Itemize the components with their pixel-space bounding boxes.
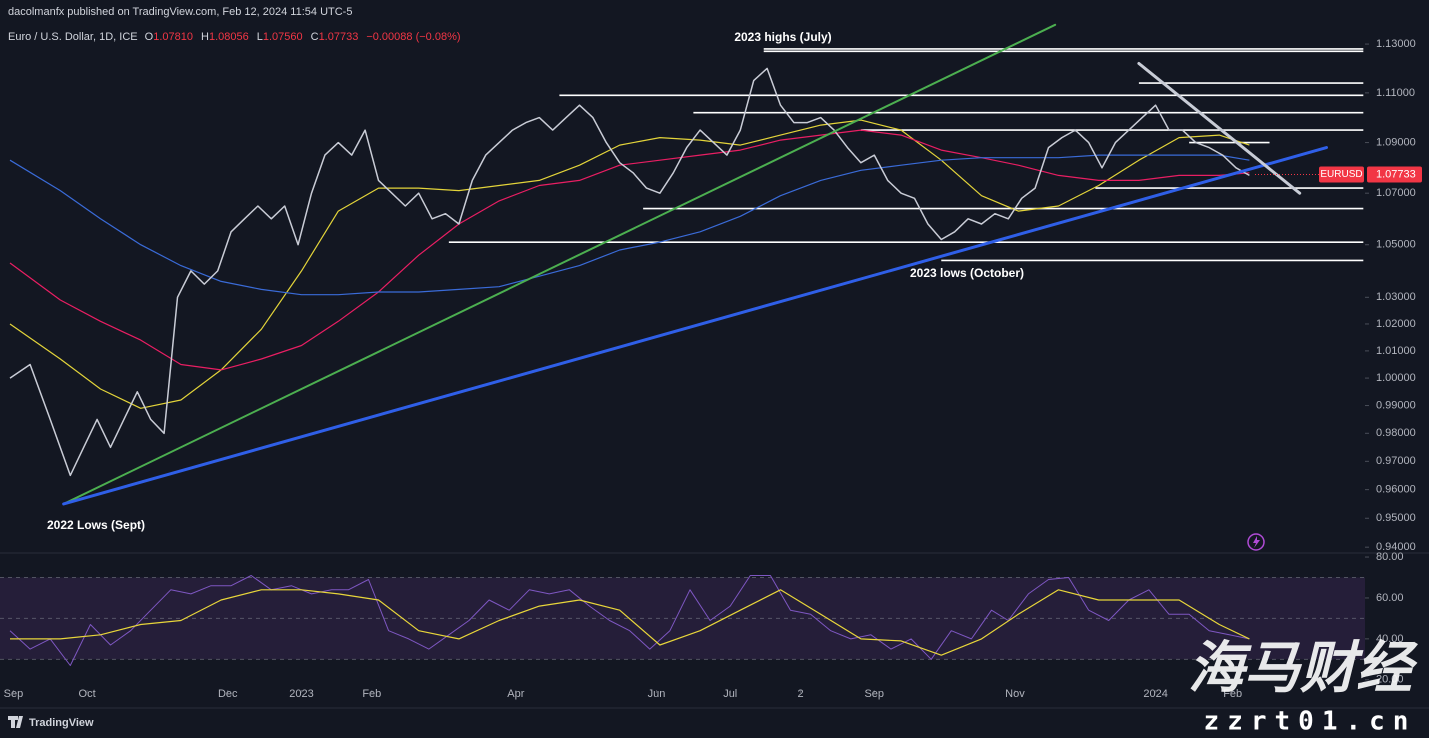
y-tick-label: 1.01000	[1376, 345, 1416, 357]
plot-layer: 1.13000 1.11000 1.09000 1.07000 1.05000 1.030…	[0, 23, 1422, 700]
y-tick-label: 1.00000	[1376, 372, 1416, 384]
symbol: Euro / U.S. Dollar, 1D, ICE	[8, 31, 138, 43]
x-tick-label: 2	[798, 688, 804, 700]
ohlc-key: O	[144, 31, 154, 43]
series-line	[9, 575, 1250, 666]
series-line	[10, 589, 1250, 656]
x-tick-label: 2024	[1143, 688, 1167, 700]
x-tick-label: Jun	[648, 688, 666, 700]
y-tick-label: 0.98000	[1376, 427, 1416, 439]
y-tick-label: 0.96000	[1376, 484, 1416, 496]
x-tick-label: Feb	[1223, 688, 1242, 700]
x-tick-label: Dec	[218, 688, 238, 700]
publisher: dacolmanfx published on TradingView.com,…	[8, 6, 353, 18]
icon-ring[interactable]	[1247, 533, 1265, 551]
x-tick-label: Oct	[79, 688, 96, 700]
ohlc-item: L1.07560	[257, 31, 307, 43]
change: −0.00088 (−0.08%)	[366, 31, 461, 43]
x-tick-label: Jul	[723, 688, 737, 700]
x-tick-label: Sep	[4, 688, 24, 700]
watermark-url: zzrt01.cn	[1204, 707, 1417, 737]
icon-bolt[interactable]	[1253, 536, 1260, 548]
y-tick-label: 1.13000	[1376, 38, 1416, 50]
x-tick-label: 2023	[289, 688, 313, 700]
y-tick-label: 1.03000	[1376, 291, 1416, 303]
price-tag-name-box	[1319, 166, 1364, 183]
y-tick-label: 1.07000	[1376, 187, 1416, 199]
ohlc-item: O1.07810	[145, 31, 197, 43]
series-line	[9, 67, 1250, 477]
ohlc-value: 1.07810	[153, 31, 193, 43]
x-tick-label: Feb	[362, 688, 381, 700]
ohlc-key: C	[310, 31, 319, 43]
y-tick-label: 0.99000	[1376, 399, 1416, 411]
symbol-line: Euro / U.S. Dollar, 1D, ICE O1.07810 H1.0…	[8, 31, 465, 43]
watermark-title: 海马财经	[1188, 636, 1418, 699]
ohlc-value: 1.08056	[208, 31, 249, 43]
ohlc-item: H1.08056	[201, 31, 253, 43]
rsi-tick-label: 20.00	[1376, 674, 1404, 686]
y-tick-label: 1.09000	[1376, 136, 1416, 148]
y-tick-label: 1.05000	[1376, 239, 1416, 251]
ohlc-key: L	[256, 31, 263, 43]
y-tick-label: 1.02000	[1376, 318, 1416, 330]
annotation: 2023 lows (October)	[910, 266, 1024, 280]
x-tick-label: Nov	[1005, 688, 1025, 700]
logo-mark[interactable]	[8, 716, 23, 728]
ohlc-value: 1.07733	[318, 31, 359, 43]
footer-logo[interactable]: TradingView	[8, 716, 94, 729]
y-tick-label: 1.11000	[1376, 87, 1415, 99]
series-line	[9, 119, 1250, 409]
trendline	[62, 146, 1328, 506]
rsi-tick-label: 60.00	[1376, 592, 1404, 604]
price-tag-box	[1367, 166, 1422, 183]
annotation: 2022 Lows (Sept)	[47, 518, 145, 532]
series-line	[9, 154, 1250, 296]
y-tick-label: 0.94000	[1376, 541, 1416, 553]
annotation: 2023 highs (July)	[734, 30, 831, 44]
lightning-icon[interactable]	[1247, 533, 1265, 551]
price-tag-value: 1.07733	[1376, 168, 1416, 180]
series-line	[9, 129, 1250, 371]
trendline	[62, 23, 1057, 505]
rsi-tick-label: 40.00	[1376, 633, 1404, 645]
ohlc-item: C1.07733	[311, 31, 363, 43]
ohlc-key: H	[201, 31, 209, 43]
y-tick-label: 0.97000	[1376, 455, 1416, 467]
footer-text[interactable]: TradingView	[29, 717, 94, 729]
rsi-tick-label: 80.00	[1376, 551, 1404, 563]
price-tag-name: EURUSD	[1320, 169, 1362, 180]
x-tick-label: Sep	[864, 688, 884, 700]
ohlc-value: 1.07560	[262, 31, 303, 43]
x-tick-label: Apr	[507, 688, 524, 700]
y-tick-label: 0.95000	[1376, 512, 1416, 524]
trendline	[1137, 61, 1302, 195]
